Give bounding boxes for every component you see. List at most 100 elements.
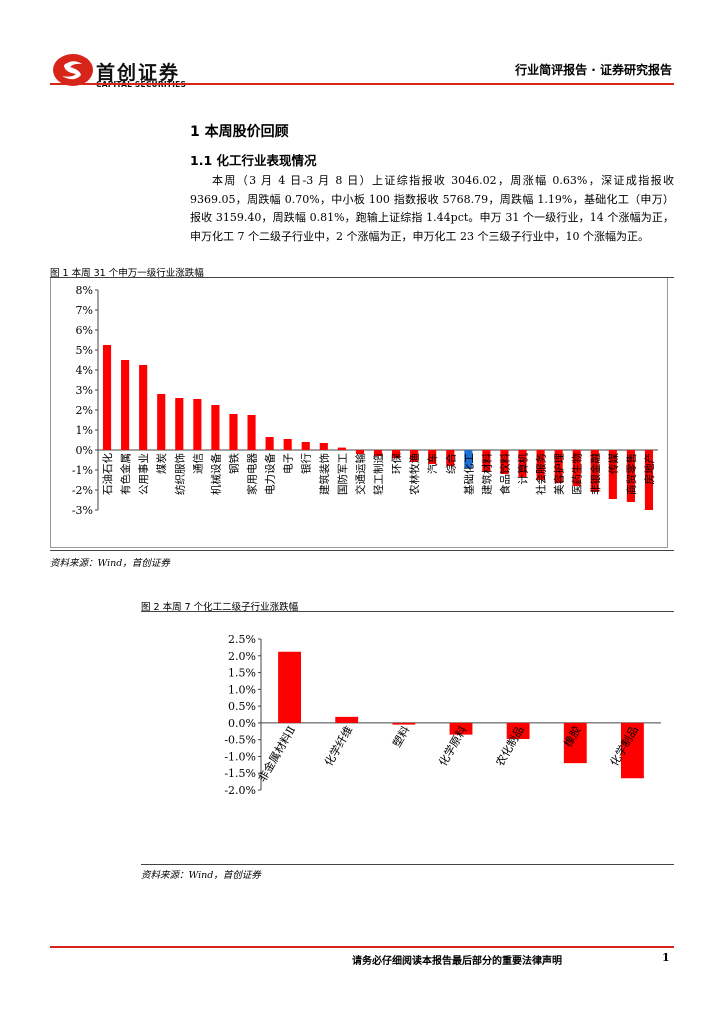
category-label: 房地产 bbox=[643, 453, 656, 485]
bar bbox=[410, 450, 419, 462]
figure-2-title: 图 2 本周 7 个化工二级子行业涨跌幅 bbox=[141, 602, 299, 613]
figure-1-title: 图 1 本周 31 个申万一级行业涨跌幅 bbox=[50, 268, 204, 279]
category-label: 美容护理 bbox=[553, 453, 566, 495]
bar bbox=[563, 722, 587, 764]
report-type: 行业简评报告 · 证券研究报告 bbox=[515, 63, 672, 77]
y-tick-label: -3% bbox=[72, 504, 93, 517]
bar bbox=[121, 360, 130, 450]
chemical-subsector-chart: 2.5% 2.0% 1.5% 1.0% 0.5% 0.0% -0.5% -1.0% -1.5% -… bbox=[224, 633, 661, 797]
body-paragraph: 本周（3 月 4 日-3 月 8 日）上证综指报收 3046.02，周涨幅 0.… bbox=[190, 172, 674, 246]
bar bbox=[278, 651, 301, 723]
category-label: 农林牧渔 bbox=[408, 453, 421, 495]
category-label: 纺织服饰 bbox=[173, 453, 186, 495]
bar bbox=[608, 450, 617, 499]
y-tick-label: 7% bbox=[76, 304, 93, 317]
y-tick-label: 0.5% bbox=[228, 700, 256, 713]
y-tick-label: 1% bbox=[76, 424, 93, 437]
category-label: 基础化工 bbox=[462, 453, 475, 495]
y-tick-label: 6% bbox=[76, 324, 93, 337]
bar bbox=[449, 722, 473, 735]
category-label: 公用事业 bbox=[137, 453, 150, 495]
category-label: 建筑材料 bbox=[480, 453, 493, 495]
bar bbox=[428, 450, 437, 464]
bar bbox=[518, 450, 527, 477]
category-label: 有色金属 bbox=[119, 453, 132, 495]
legal-disclaimer: 请务必仔细阅读本报告最后部分的重要法律声明 bbox=[352, 956, 562, 967]
category-label: 家用电器 bbox=[246, 453, 259, 495]
figure-1-source: 资料来源：Wind，首创证券 bbox=[50, 558, 170, 569]
y-tick-label: 1.0% bbox=[228, 683, 256, 696]
y-tick-label: 8% bbox=[76, 284, 93, 297]
industry-performance-chart: 8% 7% 6% 5% 4% 3% 2% 1% 0% -1% -2% -3% 石油石化 有色金属 公用事业煤… bbox=[72, 284, 658, 517]
figure-2-bottom-rule bbox=[141, 864, 674, 865]
bar bbox=[319, 443, 328, 450]
bar bbox=[355, 450, 364, 454]
category-label: 食品饮料 bbox=[498, 453, 511, 495]
category-label: 交通运输 bbox=[354, 453, 367, 495]
y-tick-label: 2.5% bbox=[228, 633, 256, 646]
category-label: 传媒 bbox=[607, 453, 620, 474]
paragraph-text: 本周（3 月 4 日-3 月 8 日）上证综指报收 3046.02，周涨幅 0.… bbox=[190, 174, 674, 243]
bar bbox=[506, 722, 530, 739]
bar bbox=[175, 398, 184, 450]
bar bbox=[536, 450, 545, 480]
bar bbox=[572, 450, 581, 486]
page-number: 1 bbox=[662, 951, 670, 964]
bar bbox=[644, 450, 654, 510]
bar bbox=[590, 450, 599, 492]
bar bbox=[283, 439, 292, 450]
bar bbox=[265, 437, 274, 450]
category-label: 综合 bbox=[444, 453, 457, 474]
y-tick-label: -1.0% bbox=[224, 750, 256, 763]
category-label: 计算机 bbox=[517, 453, 530, 485]
y-tick-label: 3% bbox=[76, 384, 93, 397]
figure-2-top-rule bbox=[141, 611, 674, 612]
figure-1-top-rule bbox=[50, 277, 674, 278]
bar bbox=[139, 365, 148, 450]
category-label: 电子 bbox=[282, 453, 295, 474]
header-divider bbox=[50, 83, 674, 85]
category-label: 钢铁 bbox=[227, 453, 240, 474]
y-tick-label: 0% bbox=[76, 444, 93, 457]
bar bbox=[482, 450, 491, 472]
company-logo bbox=[53, 54, 93, 86]
category-label: 塑料 bbox=[389, 723, 412, 749]
bar bbox=[193, 399, 202, 450]
y-tick-label: 2.0% bbox=[228, 650, 256, 663]
category-label: 建筑装饰 bbox=[318, 453, 331, 495]
figure-2-source: 资料来源：Wind，首创证券 bbox=[141, 870, 261, 881]
category-label: 石油石化 bbox=[101, 453, 114, 495]
bar bbox=[500, 450, 509, 474]
y-tick-label: 1.5% bbox=[228, 667, 256, 680]
y-tick-label: 5% bbox=[76, 344, 93, 357]
bar bbox=[247, 415, 256, 450]
subsection-heading: 1.1 化工行业表现情况 bbox=[190, 153, 317, 168]
footer-divider bbox=[50, 946, 674, 948]
y-tick-label: -2% bbox=[72, 484, 93, 497]
bar bbox=[554, 450, 563, 483]
bar bbox=[392, 722, 416, 725]
category-label: 银行 bbox=[300, 453, 313, 474]
y-tick-label: -2.0% bbox=[224, 784, 256, 797]
bar bbox=[392, 450, 401, 458]
y-tick-label: 0.0% bbox=[228, 717, 256, 730]
category-label: 电力设备 bbox=[264, 453, 277, 495]
category-label: 机械设备 bbox=[209, 453, 222, 495]
category-label: 煤炭 bbox=[155, 453, 168, 474]
y-tick-label: -1% bbox=[72, 464, 93, 477]
figure-1-bottom-rule bbox=[50, 550, 674, 551]
figure-1-frame bbox=[50, 278, 668, 548]
category-label: 化学纤维 bbox=[321, 723, 355, 768]
y-tick-label: 4% bbox=[76, 364, 93, 377]
bar bbox=[621, 722, 644, 779]
bar bbox=[446, 450, 455, 466]
y-tick-label: 2% bbox=[76, 404, 93, 417]
category-label: 国防军工 bbox=[336, 453, 349, 495]
bar bbox=[211, 405, 220, 450]
category-label: 非银金融 bbox=[589, 453, 602, 495]
section-heading: 1 本周股价回顾 bbox=[190, 124, 289, 140]
bar bbox=[464, 450, 473, 468]
category-label: 汽车 bbox=[426, 453, 439, 474]
bar bbox=[373, 450, 383, 456]
category-label: 商贸零售 bbox=[625, 453, 638, 495]
